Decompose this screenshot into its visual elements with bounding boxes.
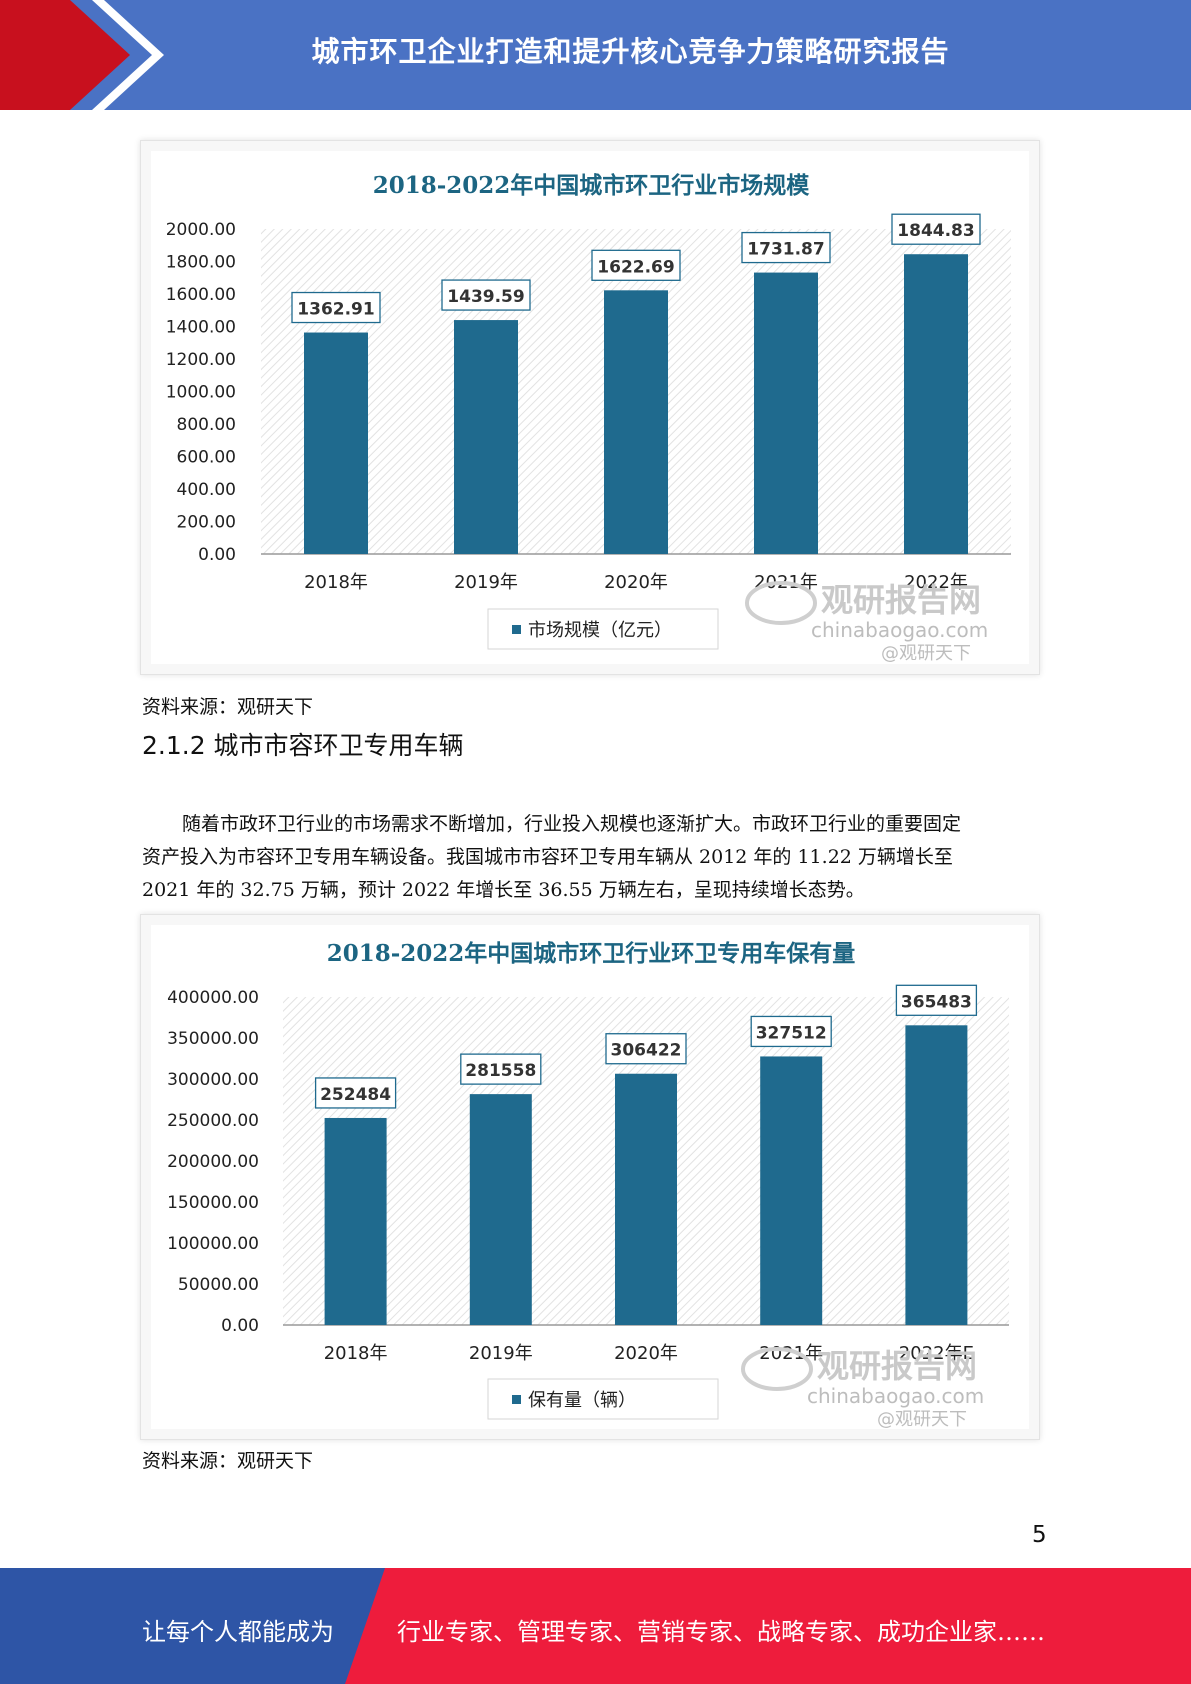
paragraph-line-3: 2021 年的 32.75 万辆，预计 2022 年增长至 36.55 万辆左右… [142, 879, 865, 901]
data-label-box [441, 279, 531, 311]
vehicle-ownership-chart: 2018-2022年中国城市环卫行业环卫专用车保有量 0.00 50000.00 10… [140, 914, 1040, 1440]
body-paragraph: 随着市政环卫行业的市场需求不断增加，行业投入规模也逐渐扩大。市政环卫行业的重要固… [142, 808, 1047, 907]
watermark-swirl-icon [745, 581, 817, 625]
y-tick-label: 0.00 [221, 1316, 259, 1336]
chart1-source: 资料来源：观研天下 [142, 696, 314, 718]
y-tick-label: 100000.00 [167, 1234, 259, 1254]
page-header: 城市环卫企业打造和提升核心竞争力策略研究报告 [0, 0, 1191, 110]
bar [904, 254, 968, 554]
data-label: 306422 [611, 1041, 682, 1061]
bar [304, 332, 368, 554]
data-label: 1844.83 [897, 221, 974, 241]
data-label: 1622.69 [597, 257, 674, 277]
y-tick-label: 1400.00 [166, 318, 236, 338]
watermark-swirl-icon [741, 1347, 813, 1391]
y-tick-label: 300000.00 [167, 1070, 259, 1090]
x-tick-label: 2020年 [604, 572, 668, 593]
x-tick-label: 2018年 [324, 1343, 388, 1364]
data-label: 1439.59 [447, 287, 524, 307]
watermark-handle: @观研天下 [881, 643, 971, 664]
legend-box [487, 608, 719, 650]
y-tick-label: 200000.00 [167, 1152, 259, 1172]
bar [324, 1117, 387, 1325]
legend-swatch [512, 625, 521, 634]
y-tick-label: 200.00 [177, 513, 236, 533]
data-label-box [741, 231, 831, 264]
watermark-logo: 观研报告网 [817, 1347, 977, 1385]
data-label-box [591, 249, 681, 281]
market-size-chart-svg: 2018-2022年中国城市环卫行业市场规模 0.00 200.00 400.00 60… [166, 172, 1011, 664]
y-tick-label: 1200.00 [166, 350, 236, 370]
y-tick-label: 800.00 [177, 415, 236, 435]
data-label-box [460, 1053, 542, 1085]
bar [469, 1094, 532, 1325]
bar [604, 290, 668, 554]
chart-title: 2018-2022年中国城市环卫行业环卫专用车保有量 [327, 940, 856, 967]
y-tick-label: 0.00 [198, 545, 236, 565]
chart-title: 2018-2022年中国城市环卫行业市场规模 [373, 172, 811, 199]
data-label-box [605, 1033, 687, 1065]
x-tick-label: 2021年 [759, 1343, 823, 1364]
data-label: 365483 [901, 992, 972, 1012]
x-tick-label: 2022年 [904, 572, 968, 593]
section-heading: 2.1.2 城市市容环卫专用车辆 [142, 731, 464, 760]
watermark-url: chinabaogao.com [807, 1384, 984, 1408]
footer-slogan-right: 行业专家、管理专家、营销专家、战略专家、成功企业家…… [397, 1618, 1045, 1646]
data-label-box [314, 1077, 397, 1109]
y-tick-label: 2000.00 [166, 220, 236, 240]
data-label: 327512 [756, 1023, 827, 1043]
watermark-url: chinabaogao.com [811, 618, 988, 642]
watermark-handle: @观研天下 [877, 1409, 967, 1430]
chart2-source: 资料来源：观研天下 [142, 1450, 314, 1472]
data-label-box [291, 291, 381, 324]
data-label: 252484 [320, 1085, 391, 1105]
bar [905, 1025, 968, 1325]
y-tick-label: 1800.00 [166, 253, 236, 273]
paragraph-line-1: 随着市政环卫行业的市场需求不断增加，行业投入规模也逐渐扩大。市政环卫行业的重要固… [182, 813, 962, 835]
footer-background [0, 1568, 385, 1684]
data-label-box [895, 984, 978, 1016]
y-tick-label: 1000.00 [166, 383, 236, 403]
footer-slogan-left: 让每个人都能成为 [142, 1618, 334, 1646]
bar [615, 1073, 677, 1325]
header-arrow-decoration [0, 0, 164, 110]
legend-label: 保有量（辆） [528, 1390, 636, 1411]
report-title: 城市环卫企业打造和提升核心竞争力策略研究报告 [311, 35, 950, 68]
data-label: 1362.91 [297, 300, 374, 320]
y-tick-label: 250000.00 [167, 1111, 259, 1131]
y-tick-label: 1600.00 [166, 285, 236, 305]
data-label: 1731.87 [747, 240, 824, 260]
legend-label: 市场规模（亿元） [528, 620, 672, 641]
bar [754, 272, 818, 554]
bar [760, 1056, 823, 1325]
y-tick-label: 350000.00 [167, 1029, 259, 1049]
bar [454, 320, 518, 554]
y-tick-label: 600.00 [177, 448, 236, 468]
page-footer: 让每个人都能成为 行业专家、管理专家、营销专家、战略专家、成功企业家…… [0, 1568, 1191, 1684]
y-tick-label: 150000.00 [167, 1193, 259, 1213]
page-number: 5 [1032, 1522, 1047, 1548]
data-label: 281558 [465, 1061, 536, 1081]
y-tick-label: 50000.00 [178, 1275, 259, 1295]
vehicle-ownership-chart-svg: 2018-2022年中国城市环卫行业环卫专用车保有量 0.00 50000.00 10… [167, 940, 1009, 1430]
x-tick-label: 2018年 [304, 572, 368, 593]
data-label-box [750, 1015, 832, 1048]
paragraph-line-2: 资产投入为市容环卫专用车辆设备。我国城市市容环卫专用车辆从 2012 年的 11… [142, 846, 953, 868]
y-tick-label: 400000.00 [167, 988, 259, 1008]
legend-swatch [512, 1395, 521, 1404]
market-size-chart: 2018-2022年中国城市环卫行业市场规模 0.00 200.00 400.00 60… [140, 140, 1040, 675]
x-tick-label: 2020年 [614, 1343, 678, 1364]
data-label-box [891, 213, 981, 245]
x-tick-label: 2019年 [469, 1343, 533, 1364]
x-tick-label: 2022年E [899, 1343, 974, 1364]
legend-box [487, 1378, 719, 1420]
watermark-logo: 观研报告网 [821, 581, 981, 619]
y-tick-label: 400.00 [177, 480, 236, 500]
x-tick-label: 2019年 [454, 572, 518, 593]
